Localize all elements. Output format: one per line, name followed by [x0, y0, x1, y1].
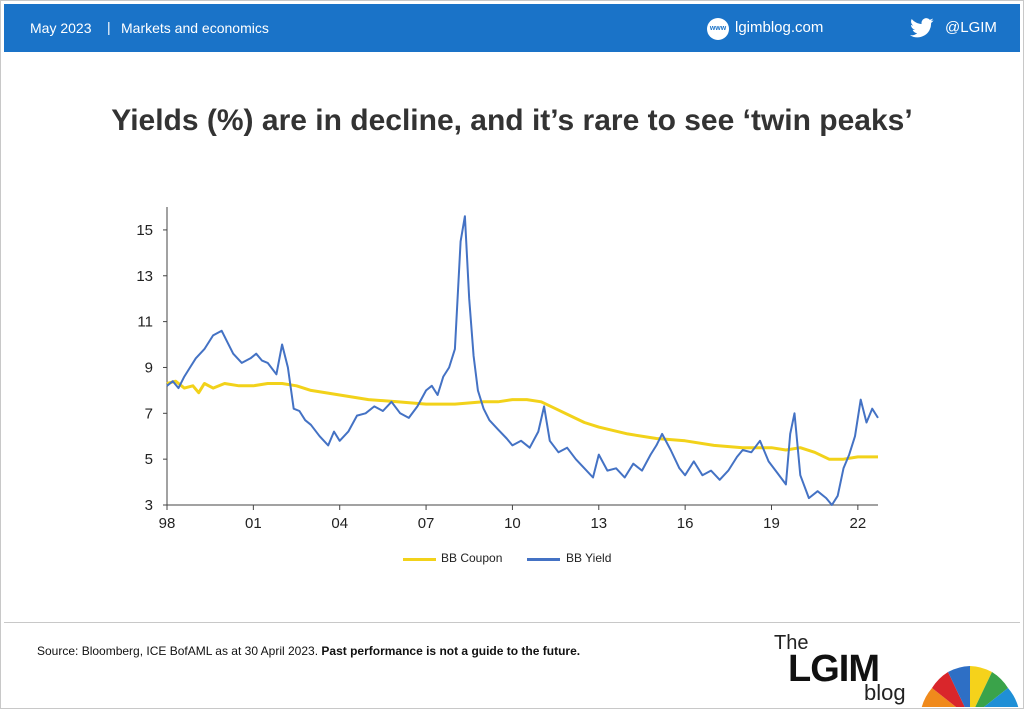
header-separator: |: [107, 19, 111, 35]
y-tick-label: 15: [136, 222, 153, 239]
disclaimer-text: Past performance is not a guide to the f…: [321, 644, 581, 658]
x-tick-label: 19: [763, 515, 780, 532]
x-tick-label: 98: [159, 515, 176, 532]
legend-label-yield: BB Yield: [566, 551, 612, 565]
lgim-blog-logo: The LGIM blog: [770, 630, 1020, 707]
x-tick-label: 01: [245, 515, 262, 532]
chart-axes: 3 5 7 9 11 13 15 98 01 04 07 10 13 16 19 22: [136, 207, 878, 532]
y-tick-label: 5: [145, 451, 153, 468]
y-tick-label: 7: [145, 405, 153, 422]
legend-swatch-yield: [527, 558, 560, 561]
logo-lgim: LGIM: [788, 648, 880, 690]
x-tick-label: 16: [677, 515, 694, 532]
category-link[interactable]: Markets and economics: [121, 20, 269, 36]
globe-www-icon: www: [707, 18, 729, 40]
footer-divider: [4, 622, 1020, 623]
chart-lines: [166, 215, 879, 506]
line-chart: 3 5 7 9 11 13 15 98 01 04 07 10 13 16 19 22: [136, 207, 879, 532]
y-tick-label: 3: [145, 497, 153, 514]
y-tick-label: 13: [136, 268, 153, 285]
site-link[interactable]: lgimblog.com: [735, 19, 824, 36]
series-line-bb-coupon: [166, 379, 878, 461]
source-text: Source: Bloomberg, ICE BofAML as at 30 A…: [37, 644, 319, 658]
chart-title: Yields (%) are in decline, and it’s rare…: [111, 104, 913, 137]
twitter-bird-icon[interactable]: [910, 17, 934, 39]
logo-blog: blog: [864, 680, 906, 705]
source-note: Source: Bloomberg, ICE BofAML as at 30 A…: [37, 644, 580, 658]
x-tick-label: 13: [590, 515, 607, 532]
top-bar: May 2023 | Markets and economics www lgi…: [4, 4, 1020, 52]
y-tick-label: 9: [145, 359, 153, 376]
logo-the: The: [774, 632, 809, 654]
x-tick-label: 22: [850, 515, 867, 532]
legend-label-coupon: BB Coupon: [441, 551, 503, 565]
twitter-handle-link[interactable]: @LGIM: [945, 19, 997, 36]
series-line-bb-yield: [166, 215, 879, 506]
publish-date: May 2023: [30, 20, 92, 36]
x-tick-label: 04: [331, 515, 348, 532]
legend-swatch-coupon: [403, 558, 436, 561]
x-tick-label: 10: [504, 515, 521, 532]
y-tick-label: 11: [137, 314, 153, 331]
x-tick-label: 07: [418, 515, 435, 532]
umbrella-logo-icon: [921, 666, 1019, 707]
